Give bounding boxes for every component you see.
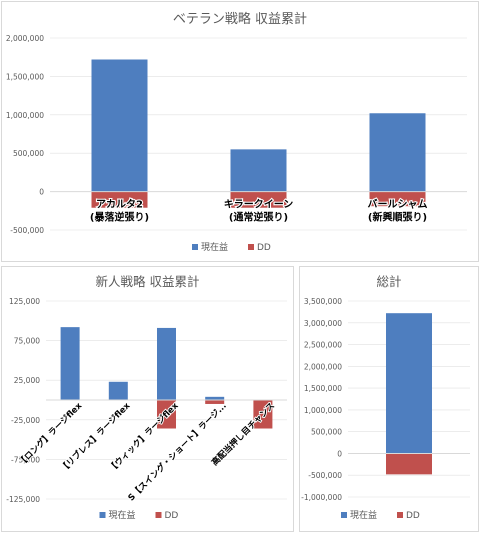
legend-swatch-drawdown bbox=[155, 512, 162, 518]
y-tick-label: 0 bbox=[39, 188, 44, 197]
legend-swatch-current-profit bbox=[341, 512, 347, 518]
y-tick-label: 2,000,000 bbox=[304, 362, 342, 371]
legend-swatch-drawdown bbox=[397, 512, 403, 518]
y-tick-label: -125,000 bbox=[6, 495, 40, 504]
category-label: (通常逆張り) bbox=[229, 211, 288, 224]
y-tick-label: -500,000 bbox=[10, 226, 44, 235]
bar-drawdown bbox=[369, 191, 426, 207]
veteran-strategy-chart-panel: ベテラン戦略 収益累計 2,000,000 1,500,000 1,000,000 50… bbox=[1, 1, 479, 262]
bar-drawdown bbox=[386, 453, 432, 475]
bar-drawdown bbox=[91, 191, 148, 208]
bar-current-profit bbox=[369, 113, 426, 192]
legend-label-current-profit: 現在益 bbox=[109, 509, 136, 521]
legend-label-drawdown: DD bbox=[406, 511, 420, 521]
legend-label-current-profit: 現在益 bbox=[350, 509, 377, 521]
y-tick-label: 1,500,000 bbox=[6, 72, 44, 81]
legend-swatch-current-profit bbox=[99, 512, 106, 518]
y-tick-label: 2,000,000 bbox=[6, 34, 44, 43]
bar-drawdown bbox=[157, 400, 176, 429]
y-tick-label: -500,000 bbox=[308, 471, 342, 480]
y-tick-label: -25,000 bbox=[11, 416, 40, 425]
category-label: S【スイング・ショート】ラージ... bbox=[126, 400, 229, 503]
chart-title: ベテラン戦略 収益累計 bbox=[173, 11, 307, 27]
y-tick-label: 500,000 bbox=[13, 149, 44, 158]
bar-current-profit bbox=[60, 327, 80, 400]
veteran-strategy-chart: ベテラン戦略 収益累計 2,000,000 1,500,000 1,000,000 50… bbox=[6, 11, 467, 253]
legend-label-current-profit: 現在益 bbox=[201, 241, 228, 253]
category-label: キラークイーン bbox=[224, 199, 294, 211]
rookie-strategy-chart: 新人戦略 収益累計 125,000 75,000 25,000 -25,000 -75,0… bbox=[6, 274, 287, 521]
total-chart: 総計 3,500,000 3,000,000 2,500,000 2,000,000 1,… bbox=[301, 274, 470, 521]
y-tick-label: 3,500,000 bbox=[304, 297, 342, 306]
bar-current-profit bbox=[205, 396, 225, 400]
category-label: (暴落逆張り) bbox=[90, 211, 149, 224]
legend-swatch-drawdown bbox=[248, 244, 254, 250]
rookie-strategy-chart-panel: 新人戦略 収益累計 125,000 75,000 25,000 -25,000 -75,0… bbox=[1, 266, 294, 532]
y-tick-label: 1,000,000 bbox=[304, 406, 342, 415]
legend-label-drawdown: DD bbox=[257, 243, 271, 253]
y-tick-label: 0 bbox=[337, 449, 342, 458]
y-tick-label: 75,000 bbox=[14, 337, 40, 346]
bar-current-profit bbox=[91, 59, 148, 192]
y-tick-label: 1,500,000 bbox=[304, 384, 342, 393]
bar-current-profit bbox=[230, 149, 287, 192]
chart-title: 総計 bbox=[376, 274, 401, 289]
legend-label-drawdown: DD bbox=[165, 511, 179, 521]
category-label: アカルタ2 bbox=[96, 199, 143, 211]
category-label: (新興順張り) bbox=[368, 211, 427, 224]
y-tick-label: -75,000 bbox=[11, 455, 40, 464]
legend-swatch-current-profit bbox=[192, 244, 198, 250]
y-tick-label: 25,000 bbox=[14, 376, 40, 385]
bar-current-profit bbox=[157, 327, 176, 400]
bar-current-profit bbox=[108, 381, 128, 400]
bar-drawdown bbox=[205, 400, 225, 404]
category-label: バールシャム bbox=[368, 199, 428, 211]
y-tick-label: 2,500,000 bbox=[304, 341, 342, 350]
chart-title: 新人戦略 収益累計 bbox=[96, 274, 200, 289]
bar-drawdown bbox=[253, 400, 273, 429]
y-tick-label: 500,000 bbox=[311, 428, 342, 437]
total-chart-panel: 総計 3,500,000 3,000,000 2,500,000 2,000,000 1,… bbox=[299, 266, 479, 532]
bar-current-profit bbox=[386, 313, 432, 454]
bar-drawdown bbox=[230, 191, 287, 208]
y-tick-label: 125,000 bbox=[9, 297, 40, 306]
y-tick-label: 1,000,000 bbox=[6, 111, 44, 120]
y-tick-label: -1,000,000 bbox=[301, 493, 342, 502]
y-tick-label: 3,000,000 bbox=[304, 319, 342, 328]
